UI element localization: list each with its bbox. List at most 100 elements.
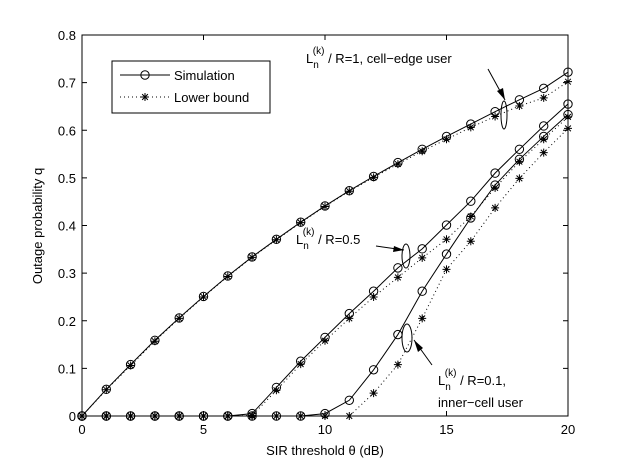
lower-bound-point [296,360,305,369]
simulation-point [490,168,500,178]
x-tick-label: 0 [78,422,85,437]
y-tick-label: 0.1 [58,361,76,376]
legend-simulation-label: Simulation [174,68,235,83]
lower-bound-point [515,174,524,183]
legend-simulation-marker [140,70,150,80]
simulation-point [271,382,282,393]
simulation-point [320,332,330,343]
lower-bound-point [539,93,548,102]
lower-bound-point [442,235,451,244]
x-tick-label: 20 [561,422,575,437]
simulation-point [247,252,257,262]
simulation-point [539,121,549,131]
simulation-point [466,119,476,129]
simulation-point [223,271,233,281]
lower-bound-point [369,292,378,301]
lower-bound-point [369,173,378,182]
lower-bound-point [223,272,232,281]
lower-bound-point [272,235,281,244]
annotation-inner-cell: Ln(k) / R=0.1, inner−cell user [401,323,524,410]
simulation-point [101,384,112,395]
annotation-text-inner-cell-line1: Ln(k) / R=0.1, [438,368,506,393]
lower-bound-point [199,292,208,301]
y-tick-label: 0.8 [58,28,76,43]
lower-bound-point [345,187,354,196]
simulation-point [441,131,452,142]
simulation-point [174,313,184,323]
y-axis-label: Outage probability q [30,168,45,284]
lower-bound-point [126,361,135,370]
x-axis-label: SIR threshold θ (dB) [266,443,384,458]
lower-bound-point [418,314,427,323]
lower-bound-point [393,273,402,282]
lower-bound-point [491,112,500,121]
annotation-ellipse-inner-cell [401,323,413,353]
simulation-point [150,335,160,345]
legend-box [111,60,271,114]
simulation-point [539,131,549,142]
lower-bound-point [175,314,184,323]
simulation-point [296,217,306,227]
annotation-cell-edge: Ln(k) / R=1, cell−edge user [306,46,508,130]
simulation-point [514,144,525,155]
lower-bound-point [442,265,451,274]
annotation-text-cell-edge: Ln(k) / R=1, cell−edge user [306,46,452,71]
lower-bound-point [150,337,159,346]
simulation-point [417,286,427,296]
lower-bound-point [369,389,378,398]
y-tick-label: 0.7 [58,76,76,91]
x-tick-label: 15 [439,422,453,437]
simulation-point [368,286,379,296]
legend-lower-bound-label: Lower bound [174,90,249,105]
lower-bound-point [272,386,281,395]
simulation-point [514,95,525,105]
simulation-point [466,196,476,206]
simulation-point [466,213,476,223]
simulation-point [417,144,427,155]
annotation-text-inner-cell-line2: inner−cell user [438,395,524,410]
simulation-point [125,359,136,370]
simulation-point [490,180,500,190]
lower-bound-point [466,212,475,221]
legend: Simulation Lower bound [111,60,271,114]
lower-bound-point [491,203,500,212]
simulation-point [296,356,306,366]
legend-lower-bound-marker [141,93,149,101]
annotation-text-r05: Ln(k) / R=0.5 [296,227,360,252]
simulation-point [441,220,452,230]
lower-bound-point [418,147,427,156]
y-tick-label: 0.2 [58,314,76,329]
lower-bound-point [102,385,111,394]
lower-bound-point [466,237,475,246]
lower-bound-point [345,314,354,323]
lower-bound-point [539,135,548,144]
simulation-point [368,171,379,182]
annotation-ellipse-r05 [401,243,411,269]
lower-bound-point [539,148,548,157]
annotation-ellipse-cell-edge [500,100,508,130]
simulation-point [441,249,452,259]
lower-bound-point [393,360,402,369]
annotation-arrowhead-r05 [393,246,404,252]
x-tick-label: 5 [200,422,207,437]
simulation-point [344,308,354,319]
simulation-point [320,201,330,211]
simulation-point [539,83,549,94]
simulation-point [320,408,330,419]
y-tick-label: 0.4 [58,219,76,234]
plot-area-frame [81,34,569,417]
lower-bound-point [296,218,305,227]
simulation-point [344,186,354,196]
lower-bound-point [491,183,500,192]
annotation-arrowhead-inner-cell [414,340,423,352]
annotation-arrowhead-cell-edge [497,88,505,100]
y-tick-label: 0 [69,409,76,424]
y-tick-label: 0.6 [58,123,76,138]
lower-bound-point [321,336,329,345]
annotation-r05: Ln(k) / R=0.5 [296,227,411,269]
simulation-point [490,106,500,117]
simulation-point [198,291,209,302]
lower-bound-point [515,157,524,166]
simulation-point [393,157,403,168]
